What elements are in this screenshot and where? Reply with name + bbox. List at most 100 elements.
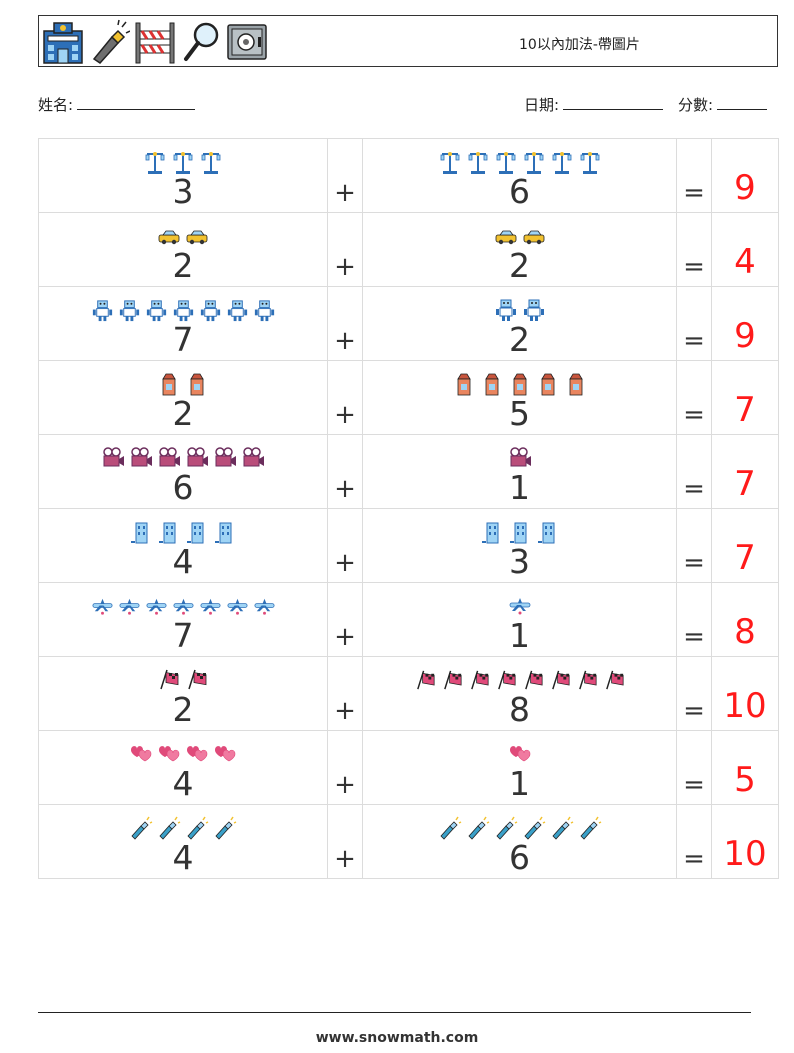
answer-cell: 10 (711, 804, 779, 879)
checkered-flag-icon (551, 670, 570, 690)
answer[interactable]: 9 (734, 168, 756, 208)
date-line[interactable] (563, 95, 664, 110)
answer[interactable]: 9 (734, 316, 756, 356)
hearts-icon (187, 746, 208, 762)
date-label: 日期: (524, 96, 560, 114)
plus-sign: + (334, 474, 356, 504)
addend-b-cell: 5 (362, 360, 677, 435)
answer[interactable]: 10 (723, 834, 767, 874)
answer[interactable]: 10 (723, 686, 767, 726)
checkered-flag-icon (416, 670, 435, 690)
score-line[interactable] (717, 95, 768, 110)
addend-number: 1 (509, 616, 530, 655)
street-lamp-icon (468, 152, 487, 174)
plus-sign: + (334, 326, 356, 356)
plus-sign: + (334, 252, 356, 282)
airplane-icon (119, 598, 139, 615)
plus-sign-cell: + (327, 730, 363, 805)
milk-carton-icon (540, 373, 555, 396)
equals-sign: = (683, 474, 705, 504)
hearts-icon (509, 746, 530, 762)
road-barrier-icon (135, 22, 175, 64)
plus-sign-cell: + (327, 360, 363, 435)
answer[interactable]: 7 (734, 464, 756, 504)
answer[interactable]: 5 (734, 760, 756, 800)
robot-icon (146, 300, 166, 322)
name-field[interactable]: 姓名: (38, 94, 196, 115)
movie-camera-icon (215, 447, 236, 467)
answer-cell: 7 (711, 508, 779, 583)
plus-sign: + (334, 844, 356, 874)
problem-row: 2 +5 = 7 (38, 360, 779, 435)
plus-sign-cell: + (327, 434, 363, 509)
street-lamp-icon (440, 152, 459, 174)
score-field[interactable]: 分數: (678, 94, 768, 115)
icon-group (363, 663, 676, 693)
addend-number: 2 (509, 320, 530, 359)
taxi-icon (158, 230, 180, 245)
equals-sign: = (683, 622, 705, 652)
name-line[interactable] (77, 95, 196, 110)
header-icons (42, 19, 268, 65)
milk-carton-icon (568, 373, 583, 396)
icon-group (39, 441, 327, 471)
problem-row: 2 +2 = 4 (38, 212, 779, 287)
answer[interactable]: 7 (734, 538, 756, 578)
answer[interactable]: 8 (734, 612, 756, 652)
office-building-icon (159, 522, 176, 544)
hearts-icon (131, 746, 152, 762)
equals-sign-cell: = (676, 730, 712, 805)
addend-b-cell: 8 (362, 656, 677, 731)
addend-b-cell: 6 (362, 138, 677, 213)
equals-sign-cell: = (676, 656, 712, 731)
street-lamp-icon (145, 152, 165, 174)
answer-cell: 7 (711, 434, 779, 509)
addend-b-cell: 1 (362, 434, 677, 509)
addend-number: 6 (172, 468, 194, 507)
flashlight-icon (439, 816, 461, 840)
taxi-icon (495, 230, 516, 245)
checkered-flag-icon (470, 670, 489, 690)
addend-a-cell: 2 (38, 360, 328, 435)
robot-icon (523, 299, 544, 321)
addend-number: 6 (509, 838, 530, 877)
hearts-icon (215, 746, 236, 762)
problem-row: 4 +6 = 10 (38, 804, 779, 879)
equals-sign-cell: = (676, 360, 712, 435)
flashlight-icon (579, 816, 601, 840)
equals-sign: = (683, 770, 705, 800)
addend-a-cell: 3 (38, 138, 328, 213)
addend-number: 4 (172, 838, 194, 877)
airplane-icon (254, 598, 274, 615)
plus-sign-cell: + (327, 656, 363, 731)
answer[interactable]: 7 (734, 390, 756, 430)
street-lamp-icon (496, 152, 515, 174)
movie-camera-icon (243, 447, 264, 467)
icon-group (39, 737, 327, 767)
street-lamp-icon (552, 152, 571, 174)
plus-sign-cell: + (327, 508, 363, 583)
addend-number: 2 (509, 246, 530, 285)
robot-icon (227, 300, 247, 322)
addend-number: 1 (509, 764, 530, 803)
header-box: 10以內加法-帶圖片 (38, 15, 778, 67)
flashlight-icon (523, 816, 545, 840)
magnifier-icon (184, 22, 219, 61)
robot-icon (92, 300, 112, 322)
icon-group (363, 589, 676, 619)
footer-divider (38, 1012, 751, 1013)
addend-number: 5 (509, 394, 530, 433)
robot-icon (173, 300, 193, 322)
icon-group (363, 367, 676, 397)
addend-b-cell: 2 (362, 286, 677, 361)
equals-sign: = (683, 252, 705, 282)
addend-number: 2 (172, 394, 194, 433)
date-field[interactable]: 日期: (524, 94, 664, 115)
airplane-icon (200, 598, 220, 615)
flashlight-icon (92, 19, 130, 64)
equals-sign-cell: = (676, 212, 712, 287)
checkered-flag-icon (188, 669, 207, 690)
answer[interactable]: 4 (734, 242, 756, 282)
milk-carton-icon (512, 373, 527, 396)
addend-number: 7 (172, 320, 194, 359)
